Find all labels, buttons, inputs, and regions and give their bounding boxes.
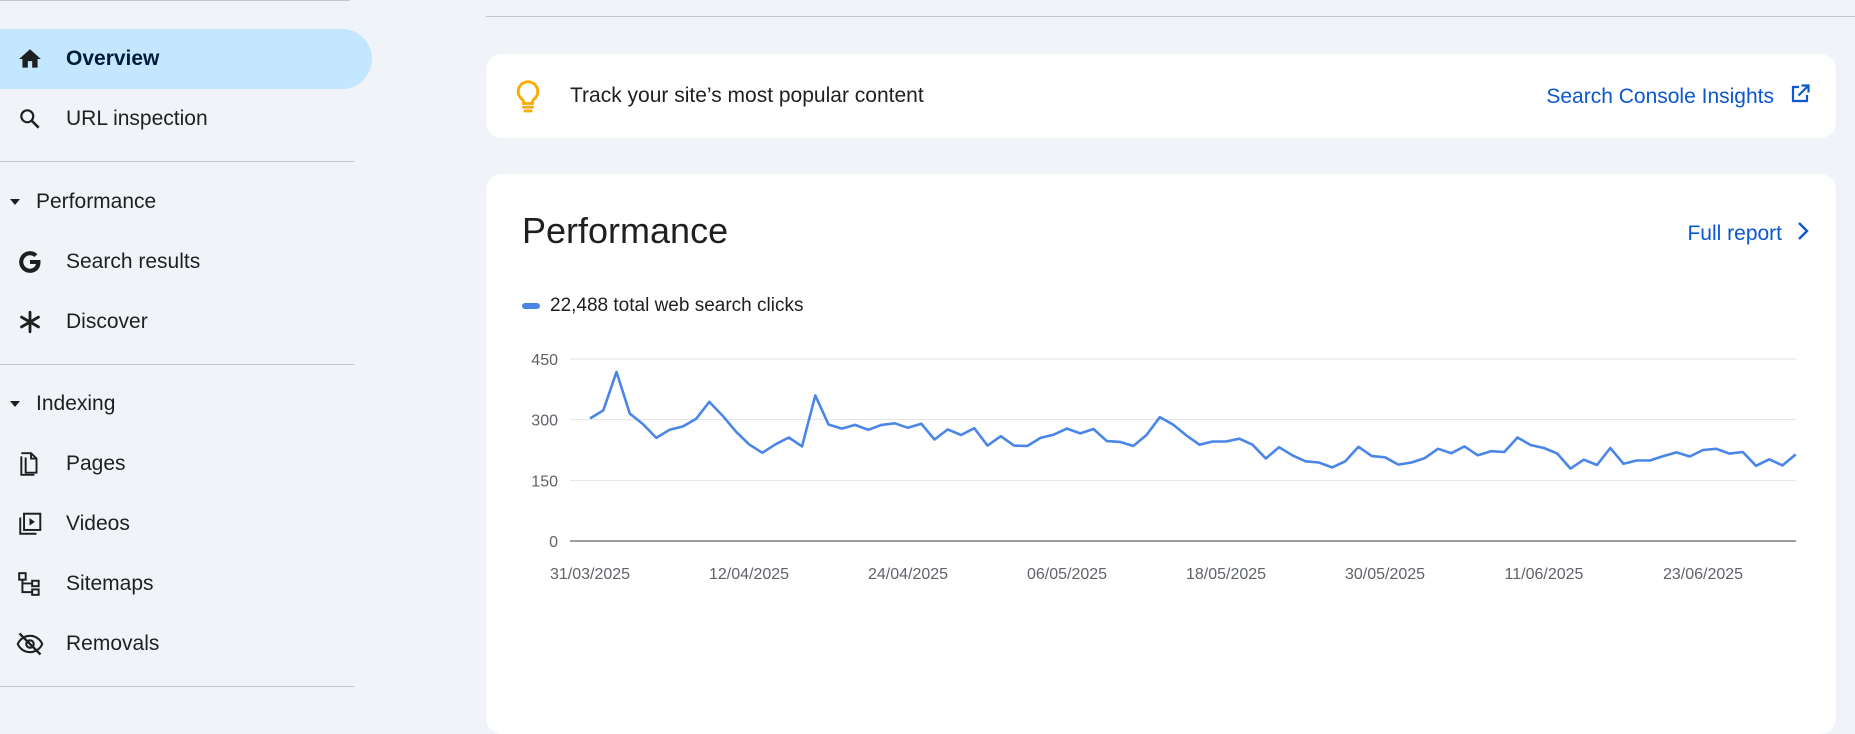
open-in-new-icon [1774,82,1812,112]
section-label: Indexing [36,392,116,415]
x-tick-label: 12/04/2025 [709,566,789,583]
clicks-chart: 0 150 300 450 31/03/2025 12/04/2025 24/04/2025… [531,352,1797,583]
search-console-insights-link[interactable]: Search Console Insights [1546,82,1812,112]
sidebar-item-label: Discover [66,310,148,333]
sidebar-item-discover[interactable]: Discover [0,292,372,352]
performance-title: Performance [522,210,729,251]
sidebar-item-videos[interactable]: Videos [0,494,372,554]
sidebar-item-search-results[interactable]: Search results [0,232,372,292]
full-report-link[interactable]: Full report [1687,220,1812,248]
insight-card: Track your site’s most popular content S… [486,54,1836,138]
sidebar-item-overview[interactable]: Overview [0,29,372,89]
sidebar-item-label: Search results [66,250,201,273]
x-tick-label: 11/06/2025 [1505,566,1584,583]
home-icon [16,45,44,73]
sidebar-divider [0,364,354,365]
y-tick-label: 300 [531,413,558,430]
x-tick-label: 24/04/2025 [868,566,948,583]
chevron-right-icon [1782,220,1812,248]
series-line-clicks[interactable] [589,370,1797,470]
sidebar-item-label: Overview [66,47,160,70]
sidebar-item-pages[interactable]: Pages [0,434,372,494]
x-tick-label: 06/05/2025 [1027,566,1107,583]
performance-card: Performance Full report 22,488 total web… [486,174,1836,734]
sidebar-item-label: URL inspection [66,107,208,130]
x-tick-label: 31/03/2025 [550,566,630,583]
y-tick-label: 450 [531,352,558,369]
sidebar: Overview URL inspection Performance Sear… [0,0,372,699]
legend-swatch [522,303,540,309]
insight-text: Track your site’s most popular content [570,84,924,107]
sidebar-section-indexing[interactable]: Indexing [0,379,372,429]
google-g-icon [16,248,44,276]
header-divider [486,16,1855,17]
video-icon [16,510,44,538]
legend-label: 22,488 total web search clicks [550,295,804,316]
sidebar-item-label: Pages [66,452,126,475]
sidebar-item-url-inspection[interactable]: URL inspection [0,89,372,149]
lightbulb-icon [510,78,546,114]
caret-down-icon [8,195,22,209]
sidebar-divider [0,161,354,162]
sidebar-divider [0,686,354,687]
caret-down-icon [8,397,22,411]
sidebar-item-label: Removals [66,632,160,655]
sidebar-section-performance[interactable]: Performance [0,177,372,227]
pages-icon [16,450,44,478]
search-icon [16,105,44,133]
sidebar-item-label: Videos [66,512,130,535]
sidebar-item-sitemaps[interactable]: Sitemaps [0,554,372,614]
eye-off-icon [16,630,44,658]
y-tick-label: 150 [531,473,558,490]
x-tick-label: 18/05/2025 [1186,566,1266,583]
asterisk-icon [16,308,44,336]
x-tick-label: 30/05/2025 [1345,566,1425,583]
section-label: Performance [36,190,157,213]
x-tick-label: 23/06/2025 [1663,566,1743,583]
sidebar-item-label: Sitemaps [66,572,154,595]
full-report-label: Full report [1687,222,1782,245]
sitemap-icon [16,570,44,598]
chart-legend[interactable]: 22,488 total web search clicks [522,295,803,317]
sidebar-item-removals[interactable]: Removals [0,614,372,674]
sidebar-top-stub [0,0,350,1]
insight-link-label: Search Console Insights [1546,85,1774,108]
y-tick-label: 0 [549,534,558,551]
